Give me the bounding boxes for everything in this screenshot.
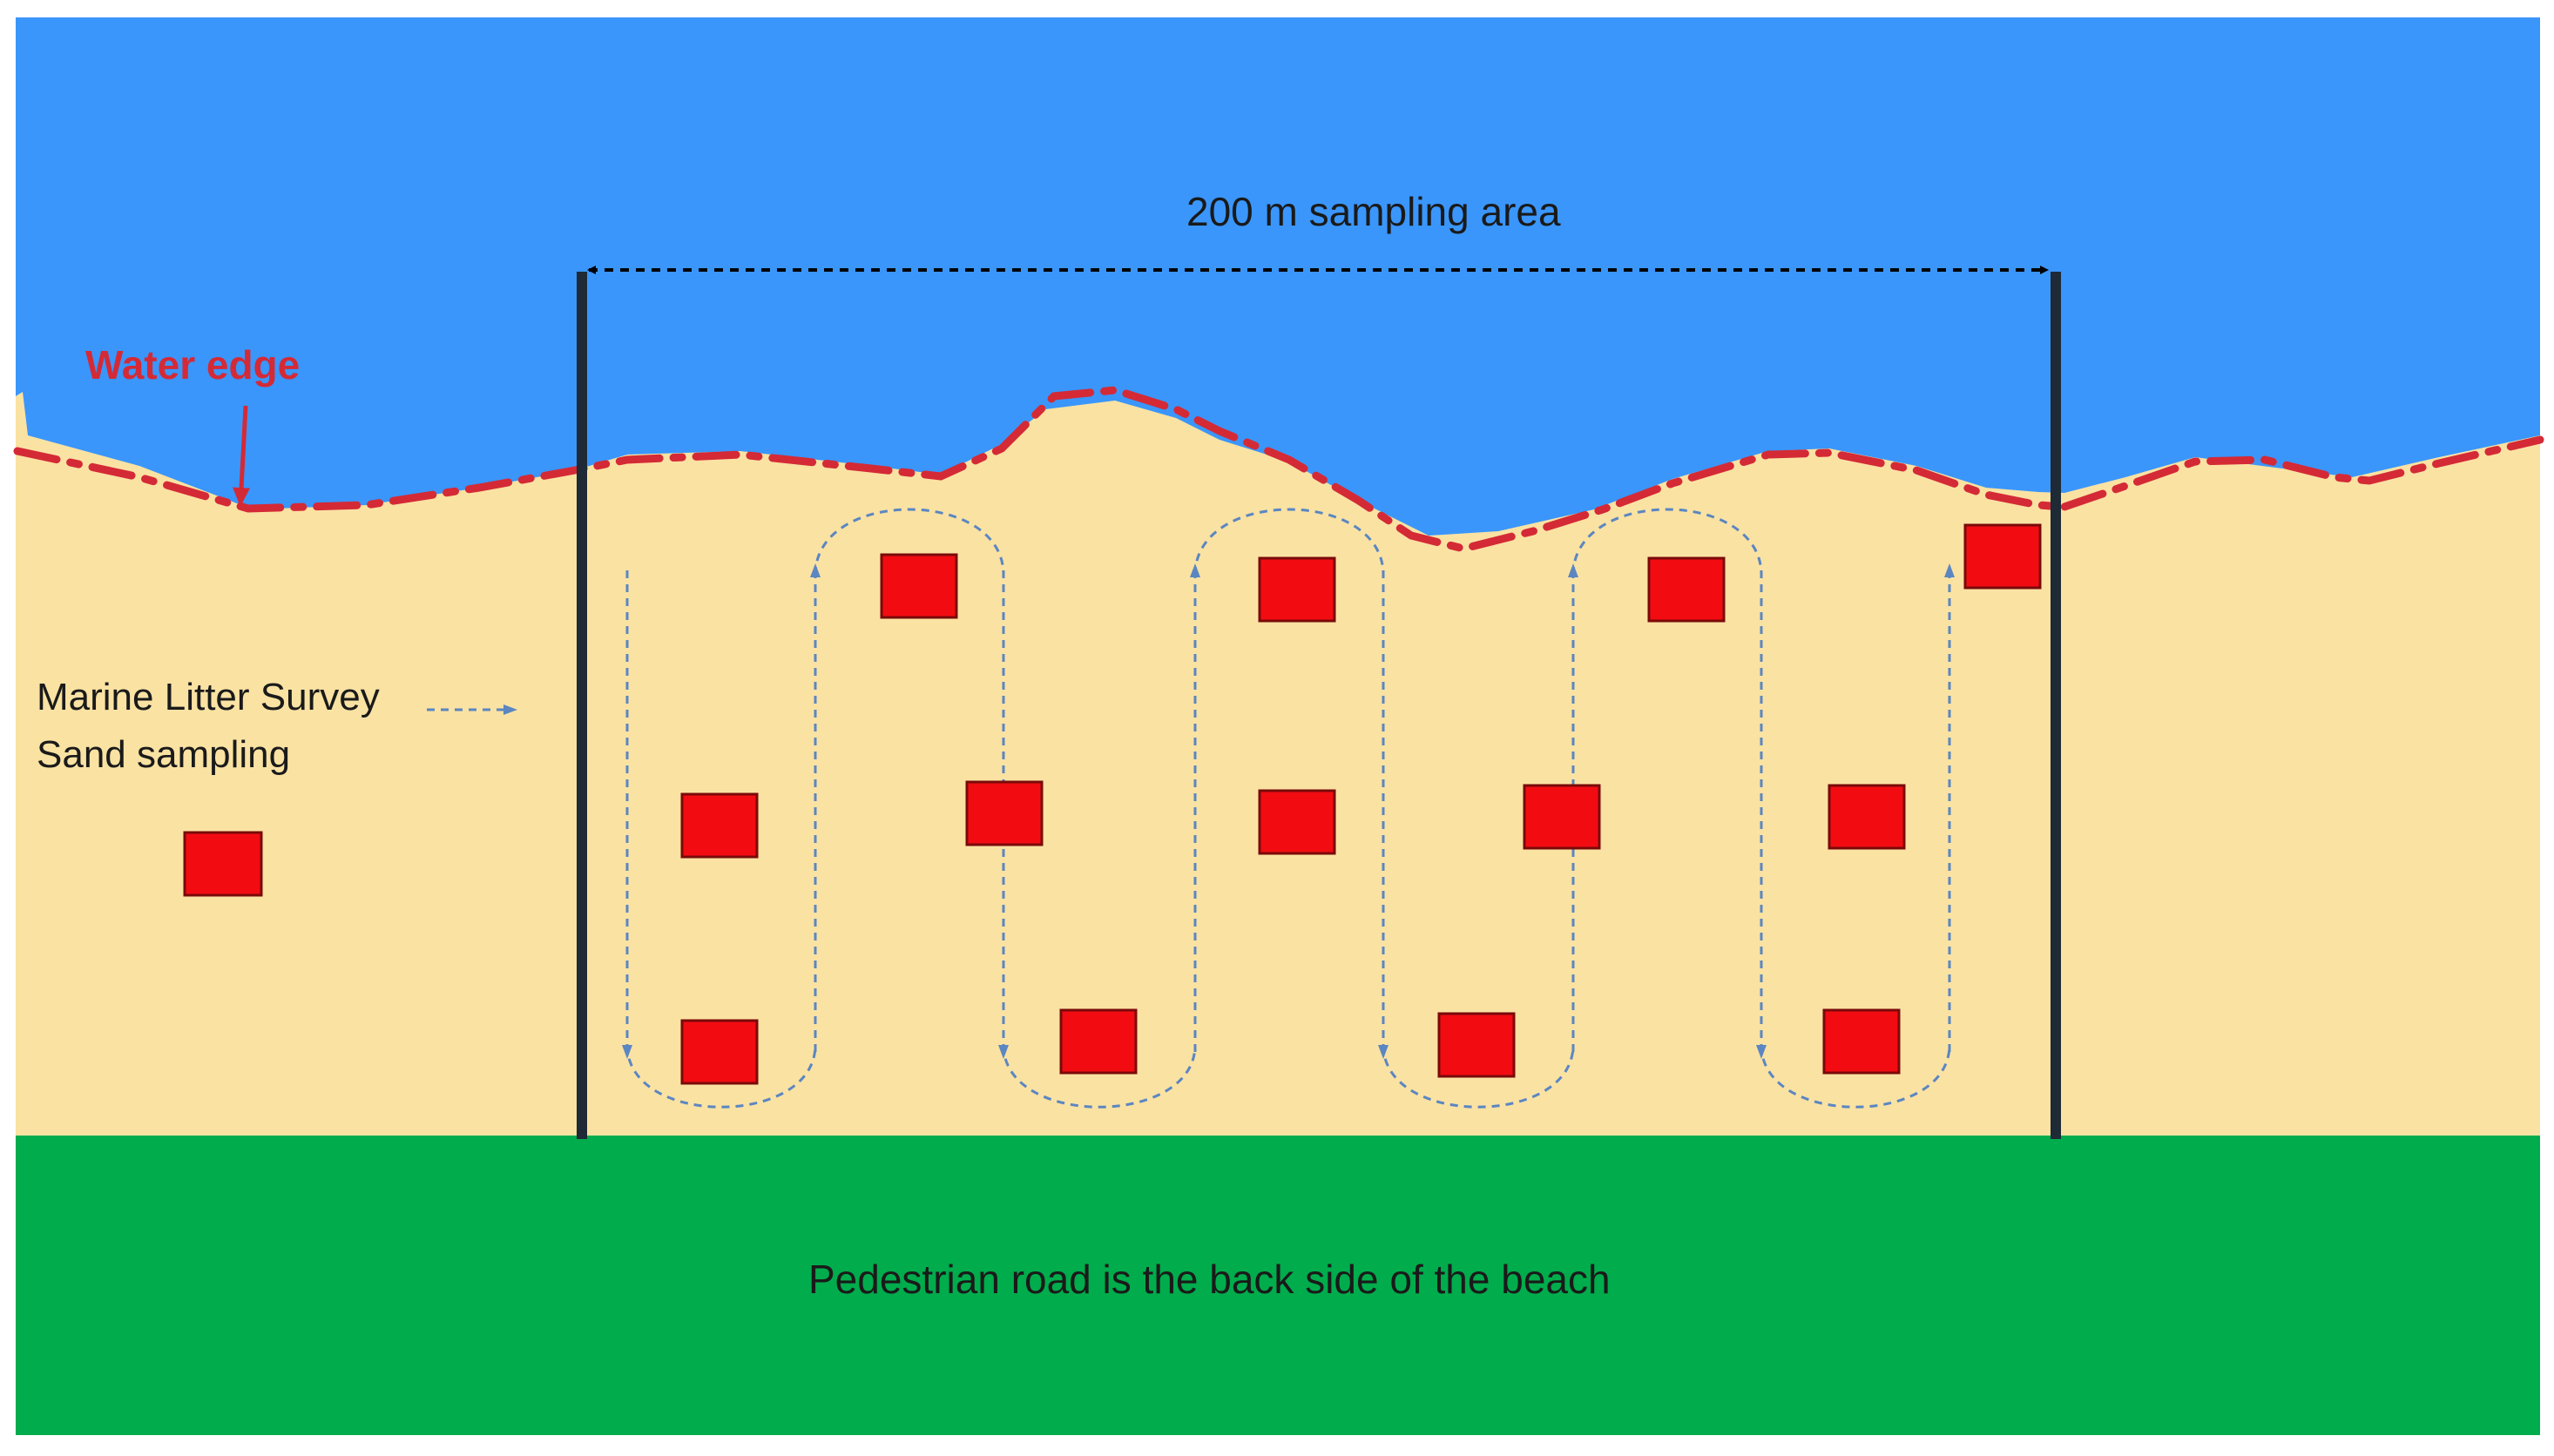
sample-square-icon bbox=[1963, 523, 2042, 590]
legend-sample-square-icon bbox=[183, 831, 263, 897]
sample-square-icon bbox=[680, 792, 759, 859]
pedestrian-road bbox=[16, 1136, 2540, 1435]
water-edge-line bbox=[13, 386, 2544, 553]
beach-sand bbox=[16, 392, 2540, 1139]
sample-square-icon bbox=[1437, 1012, 1516, 1078]
pedestrian-road-label: Pedestrian road is the back side of the … bbox=[808, 1257, 1611, 1302]
survey-turn-bottom bbox=[1002, 1044, 1197, 1109]
survey-turn-top bbox=[1571, 508, 1763, 576]
sample-square-icon bbox=[1523, 784, 1601, 850]
sample-square-icon bbox=[1647, 556, 1726, 623]
sample-square-icon bbox=[1059, 1008, 1138, 1075]
sampling-area-title: 200 m sampling area bbox=[1186, 189, 1561, 234]
water-edge-arrow-icon bbox=[233, 405, 251, 507]
survey-turn-bottom bbox=[625, 1044, 817, 1109]
sample-square-icon bbox=[1822, 1008, 1901, 1075]
sample-square-icon bbox=[1258, 556, 1336, 623]
boundary-pole-left bbox=[577, 272, 587, 1139]
survey-turn-top bbox=[814, 508, 1005, 576]
sample-square-icon bbox=[1258, 789, 1336, 855]
survey-turn-bottom bbox=[1382, 1044, 1575, 1109]
water-edge-label: Water edge bbox=[85, 342, 301, 388]
survey-turn-top bbox=[1193, 508, 1385, 576]
boundary-pole-right bbox=[2051, 272, 2061, 1139]
sample-square-icon bbox=[880, 553, 958, 619]
survey-turn-bottom bbox=[1760, 1044, 1951, 1109]
sample-square-icon bbox=[680, 1019, 759, 1085]
sample-square-icon bbox=[1828, 784, 1906, 850]
sample-square-icon bbox=[965, 780, 1044, 846]
legend-litter-survey: Marine Litter Survey bbox=[37, 676, 380, 718]
sand-samples bbox=[680, 523, 2042, 1085]
legend-sand-sampling: Sand sampling bbox=[37, 733, 291, 776]
